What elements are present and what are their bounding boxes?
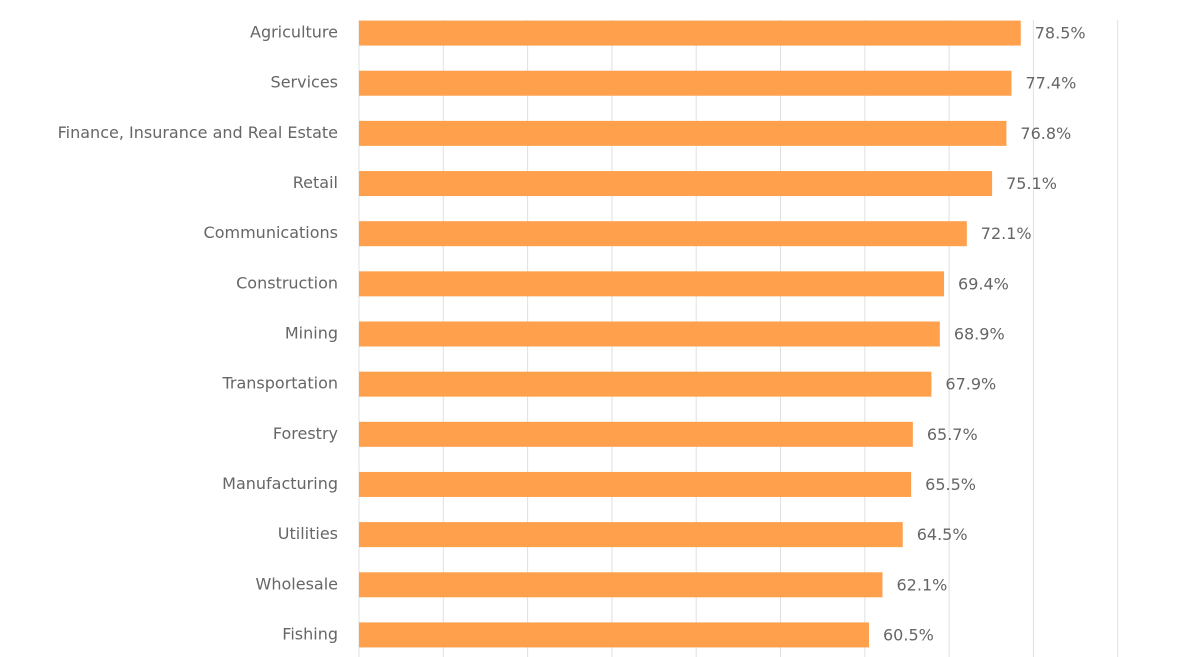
bar [359, 271, 945, 297]
y-tick-label: Transportation [221, 374, 338, 393]
bar [359, 622, 870, 648]
bar [359, 522, 903, 548]
value-label: 60.5% [883, 625, 934, 644]
bar [359, 471, 912, 497]
y-tick-label: Wholesale [256, 574, 338, 593]
value-label: 77.4% [1025, 74, 1076, 93]
bar [359, 421, 913, 447]
bar [359, 171, 993, 197]
bar [359, 20, 1021, 46]
bar [359, 120, 1007, 146]
value-label: 72.1% [981, 224, 1032, 243]
value-label: 68.9% [954, 325, 1005, 344]
bar [359, 221, 967, 247]
y-tick-label: Agriculture [250, 23, 338, 42]
y-tick-label: Finance, Insurance and Real Estate [58, 123, 338, 142]
y-tick-label: Forestry [273, 424, 338, 443]
value-label: 75.1% [1006, 174, 1057, 193]
bar [359, 321, 940, 347]
value-label: 65.7% [927, 425, 978, 444]
y-tick-label: Utilities [278, 524, 338, 543]
y-tick-label: Manufacturing [222, 474, 338, 493]
value-label: 78.5% [1035, 24, 1086, 43]
y-tick-label: Retail [293, 173, 338, 192]
value-label: 67.9% [945, 375, 996, 394]
y-tick-label: Construction [236, 273, 338, 292]
y-tick-label: Fishing [282, 624, 338, 643]
value-label: 69.4% [958, 274, 1009, 293]
y-tick-label: Mining [285, 324, 338, 343]
y-tick-label: Services [271, 73, 338, 92]
value-label: 64.5% [917, 525, 968, 544]
bar [359, 371, 932, 397]
bar [359, 572, 883, 598]
bar [359, 70, 1012, 96]
y-tick-label: Communications [204, 223, 338, 242]
value-label: 62.1% [897, 575, 948, 594]
value-label: 65.5% [925, 475, 976, 494]
value-label: 76.8% [1020, 124, 1071, 143]
